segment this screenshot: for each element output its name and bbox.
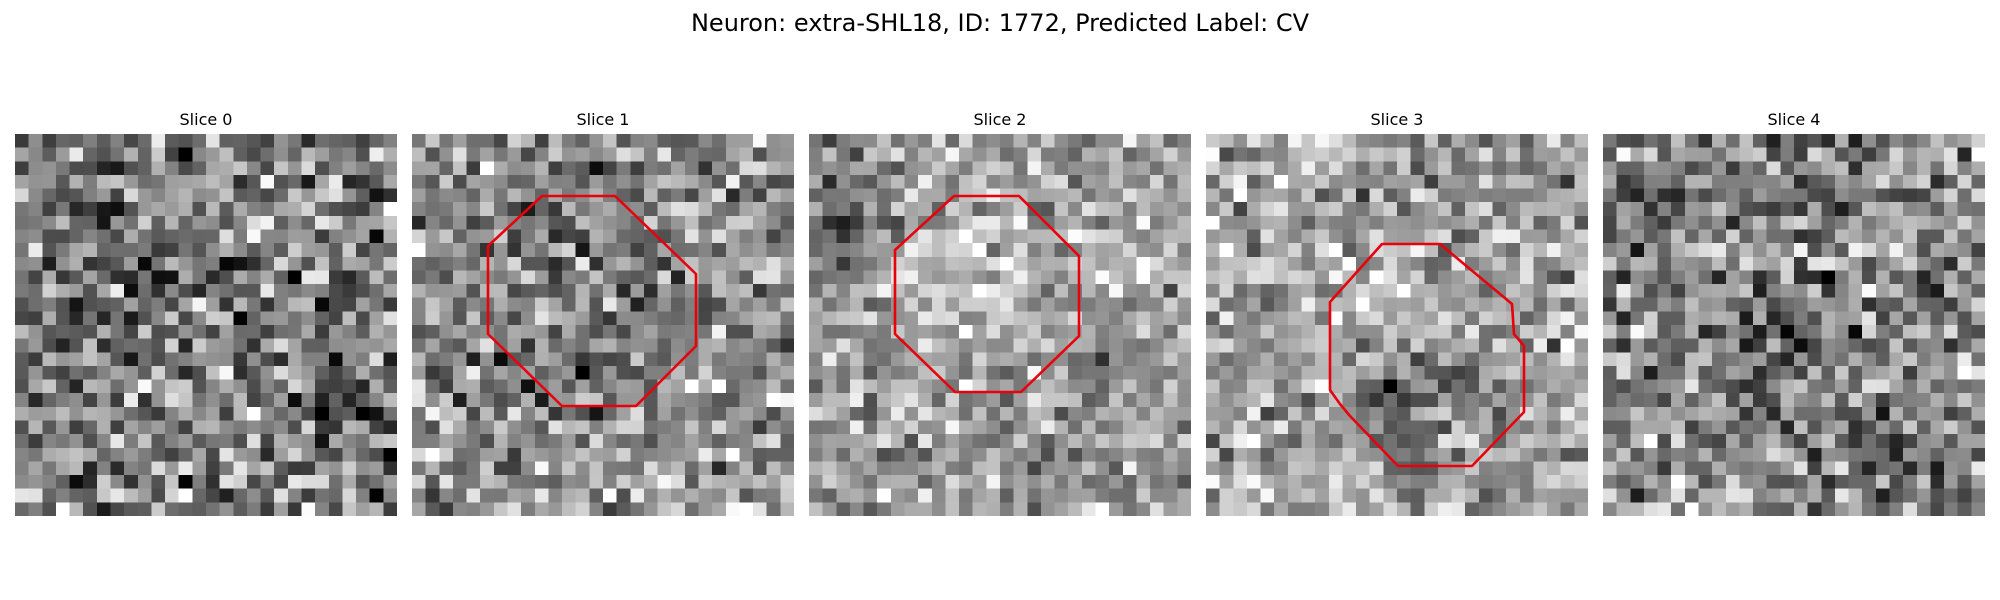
slice-title-4: Slice 4 <box>1767 110 1821 129</box>
roi-outline <box>893 194 1081 394</box>
grayscale-image <box>15 134 397 516</box>
slice-image-2 <box>809 134 1191 516</box>
slice-title-3: Slice 3 <box>1370 110 1424 129</box>
figure-title: Neuron: extra-SHL18, ID: 1772, Predicted… <box>690 9 1310 37</box>
slice-title-1: Slice 1 <box>576 110 630 129</box>
slice-title-2: Slice 2 <box>973 110 1027 129</box>
roi-overlay <box>486 194 698 408</box>
grayscale-image <box>809 134 1191 516</box>
grayscale-image <box>1206 134 1588 516</box>
grayscale-image <box>412 134 794 516</box>
slice-panel-1: Slice 1 <box>412 108 794 516</box>
slice-panel-4: Slice 4 <box>1603 108 1985 516</box>
grayscale-image <box>1603 134 1985 516</box>
slice-image-3 <box>1206 134 1588 516</box>
slice-image-4 <box>1603 134 1985 516</box>
slice-title-0: Slice 0 <box>179 110 233 129</box>
slice-image-1 <box>412 134 794 516</box>
slice-panel-0: Slice 0 <box>15 108 397 516</box>
slice-image-0 <box>15 134 397 516</box>
roi-outline <box>486 194 698 408</box>
roi-outline <box>1328 242 1526 468</box>
roi-overlay <box>1328 242 1526 468</box>
roi-overlay <box>893 194 1081 394</box>
slice-panel-2: Slice 2 <box>809 108 1191 516</box>
slice-panel-3: Slice 3 <box>1206 108 1588 516</box>
